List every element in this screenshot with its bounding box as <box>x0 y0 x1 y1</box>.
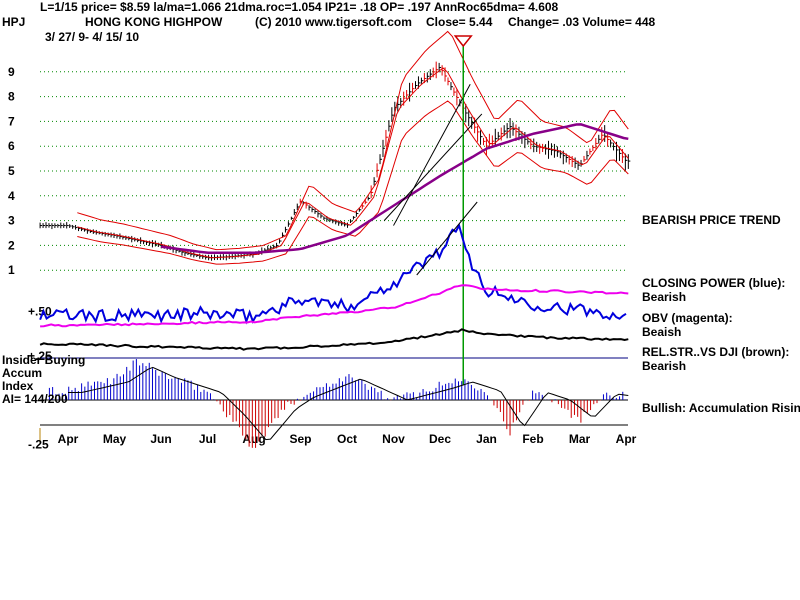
x-tick-dec-8: Dec <box>429 432 451 446</box>
ai-title-1: Insider Buying <box>2 353 85 367</box>
ai-tick-1: +.25 <box>28 349 52 363</box>
cp-trendline <box>416 201 478 276</box>
indicator-layer <box>39 201 629 448</box>
ticker-symbol: HPJ <box>2 15 25 29</box>
ai-tick-2: -.25 <box>28 437 49 451</box>
x-tick-jan-9: Jan <box>476 432 497 446</box>
header-stats: L=1/15 price= $8.59 la/ma=1.066 21dma.ro… <box>40 0 559 14</box>
y-tick-5: 5 <box>8 164 15 178</box>
x-tick-may-1: May <box>103 432 127 446</box>
closing-power-status: Bearish <box>642 290 686 304</box>
x-tick-feb-10: Feb <box>522 432 543 446</box>
ma65-line <box>160 123 629 255</box>
ai-value: AI= 144/200 <box>2 392 68 406</box>
y-tick-1: 1 <box>8 263 15 277</box>
closing-power-line <box>39 222 627 325</box>
y-tick-6: 6 <box>8 139 15 153</box>
relstr-label: REL.STR..VS DJI (brown): <box>642 345 789 359</box>
x-tick-sep-5: Sep <box>289 432 311 446</box>
relstr-line <box>39 328 629 351</box>
change-volume: Change= .03 Volume= 448 <box>508 15 656 29</box>
y-tick-2: 2 <box>8 238 15 252</box>
relstr-status: Bearish <box>642 359 686 373</box>
x-tick-apr-12: Apr <box>616 432 637 446</box>
grid-layer: 9 8 7 6 5 4 3 2 1 Apr May Jun Jul Aug Sep Oct Nov Dec Jan F… <box>8 65 637 451</box>
obv-status: Beaish <box>642 325 681 339</box>
x-tick-aug-4: Aug <box>242 432 265 446</box>
ai-ma-line <box>68 366 629 441</box>
x-tick-jul-3: Jul <box>199 432 216 446</box>
ai-title-3: Index <box>2 379 34 393</box>
trendline-1 <box>393 83 471 226</box>
x-tick-nov-7: Nov <box>382 432 405 446</box>
sell-arrow-icon <box>453 35 473 48</box>
ai-title-2: Accum <box>2 366 42 380</box>
trendline-2 <box>383 113 483 221</box>
ai-status: Bullish: Accumulation Rising <box>642 401 800 415</box>
upper-band <box>77 30 629 251</box>
close-price: Close= 5.44 <box>426 15 493 29</box>
price-layer <box>39 30 631 385</box>
x-tick-jun-2: Jun <box>150 432 171 446</box>
obv-line <box>40 284 629 328</box>
date-range: 3/ 27/ 9- 4/ 15/ 10 <box>45 30 139 44</box>
lower-band <box>77 100 629 265</box>
obv-label: OBV (magenta): <box>642 311 733 325</box>
y-tick-9: 9 <box>8 65 15 79</box>
y-tick-4: 4 <box>8 189 15 203</box>
x-tick-apr-0: Apr <box>58 432 79 446</box>
closing-power-label: CLOSING POWER (blue): <box>642 276 785 290</box>
copyright: (C) 2010 www.tigersoft.com <box>255 15 412 29</box>
y-tick-7: 7 <box>8 114 15 128</box>
x-tick-mar-11: Mar <box>569 432 591 446</box>
y-tick-3: 3 <box>8 214 15 228</box>
y-tick-8: 8 <box>8 90 15 104</box>
trend-label: BEARISH PRICE TREND <box>642 213 781 227</box>
company-name: HONG KONG HIGHPOW <box>85 15 223 29</box>
x-tick-oct-6: Oct <box>337 432 357 446</box>
